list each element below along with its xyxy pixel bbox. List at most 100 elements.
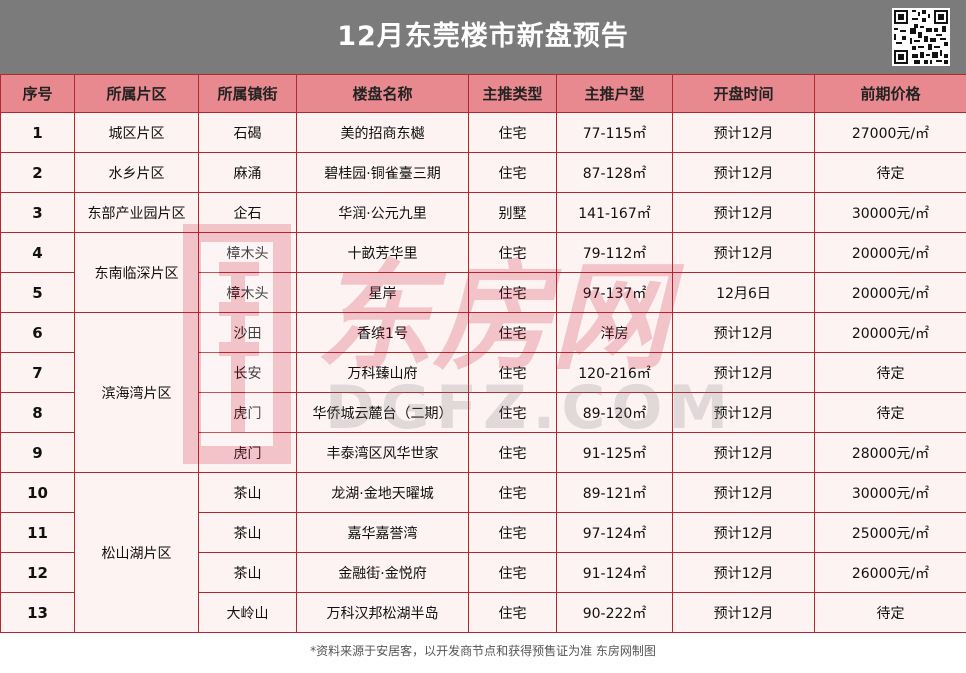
new-projects-table: 序号 所属片区 所属镇街 楼盘名称 主推类型 主推户型 开盘时间 前期价格 1 … — [0, 74, 966, 633]
row-open: 预计12月 — [672, 192, 815, 233]
row-type: 住宅 — [468, 112, 557, 153]
row-no: 3 — [0, 192, 75, 233]
row-name: 龙湖·金地天曜城 — [296, 472, 469, 513]
table-row: 4 东南临深片区 樟木头 十畝芳华里 住宅 79-112㎡ 预计12月 2000… — [0, 232, 966, 313]
row-name: 金融街·金悦府 — [296, 552, 469, 593]
row-town: 大岭山 — [198, 592, 297, 633]
row-town: 樟木头 — [198, 232, 297, 273]
row-no: 13 — [0, 592, 75, 633]
row-type: 住宅 — [468, 472, 557, 513]
row-no: 4 — [0, 232, 75, 273]
row-area: 水乡片区 — [74, 152, 199, 193]
row-price: 20000元/㎡ — [814, 272, 966, 313]
header-no: 序号 — [0, 74, 75, 113]
row-type: 住宅 — [468, 312, 557, 353]
table-row: 13 大岭山 万科汉邦松湖半岛 住宅 90-222㎡ 预计12月 待定 — [0, 592, 966, 633]
row-type: 住宅 — [468, 232, 557, 273]
table-row: 6 滨海湾片区 沙田 香缤1号 住宅 洋房 预计12月 20000元/㎡ — [0, 312, 966, 473]
table-row: 5 樟木头 星岸 住宅 97-137㎡ 12月6日 20000元/㎡ — [0, 272, 966, 313]
row-town: 虎门 — [198, 392, 297, 433]
row-type: 住宅 — [468, 592, 557, 633]
table-row: 7 长安 万科臻山府 住宅 120-216㎡ 预计12月 待定 — [0, 352, 966, 393]
row-size: 91-125㎡ — [556, 432, 673, 473]
row-area: 东南临深片区 — [74, 232, 199, 313]
row-price: 28000元/㎡ — [814, 432, 966, 473]
row-no: 1 — [0, 112, 75, 153]
row-price: 30000元/㎡ — [814, 472, 966, 513]
row-open: 预计12月 — [672, 352, 815, 393]
row-town: 沙田 — [198, 312, 297, 353]
row-price: 30000元/㎡ — [814, 192, 966, 233]
row-name: 嘉华嘉誉湾 — [296, 512, 469, 553]
table-row: 3 东部产业园片区 企石 华润·公元九里 别墅 141-167㎡ 预计12月 3… — [0, 192, 966, 233]
row-open: 预计12月 — [672, 432, 815, 473]
row-no: 10 — [0, 472, 75, 513]
footnote: *资料来源于安居客，以开发商节点和获得预售证为准 东房网制图 — [310, 644, 656, 658]
row-type: 住宅 — [468, 272, 557, 313]
row-no: 12 — [0, 552, 75, 593]
row-name: 万科汉邦松湖半岛 — [296, 592, 469, 633]
row-open: 预计12月 — [672, 552, 815, 593]
row-price: 待定 — [814, 152, 966, 193]
row-town: 长安 — [198, 352, 297, 393]
row-open: 预计12月 — [672, 592, 815, 633]
row-size: 87-128㎡ — [556, 152, 673, 193]
row-type: 别墅 — [468, 192, 557, 233]
row-area: 松山湖片区 — [74, 472, 199, 633]
row-open: 预计12月 — [672, 472, 815, 513]
row-name: 美的招商东樾 — [296, 112, 469, 153]
page-title: 12月东莞楼市新盘预告 — [337, 21, 629, 52]
row-open: 预计12月 — [672, 232, 815, 273]
row-size: 79-112㎡ — [556, 232, 673, 273]
row-no: 5 — [0, 272, 75, 313]
header-size: 主推户型 — [556, 74, 673, 113]
row-name: 香缤1号 — [296, 312, 469, 353]
row-price: 待定 — [814, 352, 966, 393]
row-area: 东部产业园片区 — [74, 192, 199, 233]
row-town: 樟木头 — [198, 272, 297, 313]
row-size: 89-120㎡ — [556, 392, 673, 433]
row-town: 企石 — [198, 192, 297, 233]
row-open: 预计12月 — [672, 112, 815, 153]
row-type: 住宅 — [468, 392, 557, 433]
row-price: 27000元/㎡ — [814, 112, 966, 153]
row-town: 麻涌 — [198, 152, 297, 193]
row-town: 茶山 — [198, 512, 297, 553]
row-no: 8 — [0, 392, 75, 433]
row-open: 预计12月 — [672, 392, 815, 433]
row-size: 77-115㎡ — [556, 112, 673, 153]
row-price: 待定 — [814, 392, 966, 433]
row-type: 住宅 — [468, 432, 557, 473]
row-name: 星岸 — [296, 272, 469, 313]
row-town: 虎门 — [198, 432, 297, 473]
row-name: 华润·公元九里 — [296, 192, 469, 233]
row-type: 住宅 — [468, 352, 557, 393]
row-no: 2 — [0, 152, 75, 193]
row-size: 91-124㎡ — [556, 552, 673, 593]
row-size: 89-121㎡ — [556, 472, 673, 513]
table-row: 9 虎门 丰泰湾区风华世家 住宅 91-125㎡ 预计12月 28000元/㎡ — [0, 432, 966, 473]
row-town: 茶山 — [198, 472, 297, 513]
table-row: 8 虎门 华侨城云麓台（二期） 住宅 89-120㎡ 预计12月 待定 — [0, 392, 966, 433]
table-row: 11 茶山 嘉华嘉誉湾 住宅 97-124㎡ 预计12月 25000元/㎡ — [0, 512, 966, 553]
table-row: 2 水乡片区 麻涌 碧桂园·铜雀臺三期 住宅 87-128㎡ 预计12月 待定 — [0, 152, 966, 193]
qr-code-icon — [892, 8, 950, 66]
row-size: 97-124㎡ — [556, 512, 673, 553]
row-name: 华侨城云麓台（二期） — [296, 392, 469, 433]
title-bar: 12月东莞楼市新盘预告 — [0, 0, 966, 74]
table-header-row: 序号 所属片区 所属镇街 楼盘名称 主推类型 主推户型 开盘时间 前期价格 — [0, 74, 966, 113]
row-price: 20000元/㎡ — [814, 312, 966, 353]
row-size: 90-222㎡ — [556, 592, 673, 633]
row-no: 6 — [0, 312, 75, 353]
row-area: 滨海湾片区 — [74, 312, 199, 473]
row-area: 城区片区 — [74, 112, 199, 153]
row-price: 20000元/㎡ — [814, 232, 966, 273]
row-no: 7 — [0, 352, 75, 393]
row-town: 石碣 — [198, 112, 297, 153]
header-type: 主推类型 — [468, 74, 557, 113]
table-row: 1 城区片区 石碣 美的招商东樾 住宅 77-115㎡ 预计12月 27000元… — [0, 112, 966, 153]
row-size: 120-216㎡ — [556, 352, 673, 393]
row-size: 141-167㎡ — [556, 192, 673, 233]
row-size: 97-137㎡ — [556, 272, 673, 313]
header-area: 所属片区 — [74, 74, 199, 113]
